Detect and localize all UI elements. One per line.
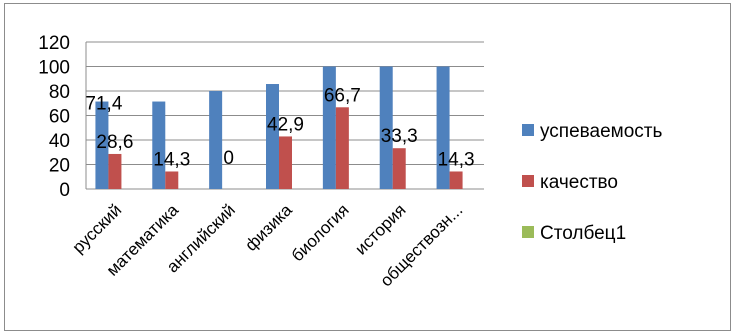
- bar-uspevaemost: [379, 66, 393, 189]
- legend-swatch: [522, 226, 534, 238]
- bar-uspevaemost: [152, 101, 166, 189]
- data-label: 71,4: [85, 94, 122, 115]
- y-tick-label: 20: [49, 156, 70, 177]
- y-tick-label: 80: [49, 82, 70, 103]
- category-label: биология: [288, 200, 353, 265]
- bar-kachestvo: [279, 136, 292, 189]
- data-label: 0: [223, 148, 234, 169]
- data-label: 33,3: [381, 126, 418, 147]
- bar-kachestvo: [449, 171, 463, 189]
- legend-swatch: [522, 175, 534, 187]
- y-tick-label: 40: [49, 131, 70, 152]
- data-label: 14,3: [438, 149, 475, 170]
- y-tick-label: 60: [49, 107, 70, 128]
- y-tick-label: 120: [38, 33, 70, 54]
- category-label: история: [351, 200, 409, 258]
- bar-kachestvo: [108, 153, 122, 189]
- bar-kachestvo: [165, 171, 179, 189]
- legend-label: качество: [540, 172, 618, 193]
- data-label: 28,6: [96, 132, 133, 153]
- legend-swatch: [522, 124, 534, 136]
- chart-frame: [4, 3, 731, 331]
- legend-label: Столбец1: [540, 223, 626, 244]
- bar-uspevaemost: [95, 101, 109, 189]
- bar-uspevaemost: [266, 84, 279, 189]
- category-label: физика: [241, 200, 296, 255]
- bar-uspevaemost: [436, 66, 450, 189]
- category-label: русский: [69, 200, 126, 257]
- bar-kachestvo: [392, 148, 406, 189]
- bar-uspevaemost: [322, 66, 336, 189]
- y-tick-label: 0: [59, 180, 70, 201]
- data-label: 14,3: [153, 149, 190, 170]
- data-label: 66,7: [324, 85, 361, 106]
- data-label: 42,9: [267, 114, 304, 135]
- y-tick-label: 100: [38, 58, 70, 79]
- bar-uspevaemost: [209, 91, 223, 189]
- bar-kachestvo: [335, 107, 349, 189]
- legend-label: успеваемость: [540, 121, 662, 142]
